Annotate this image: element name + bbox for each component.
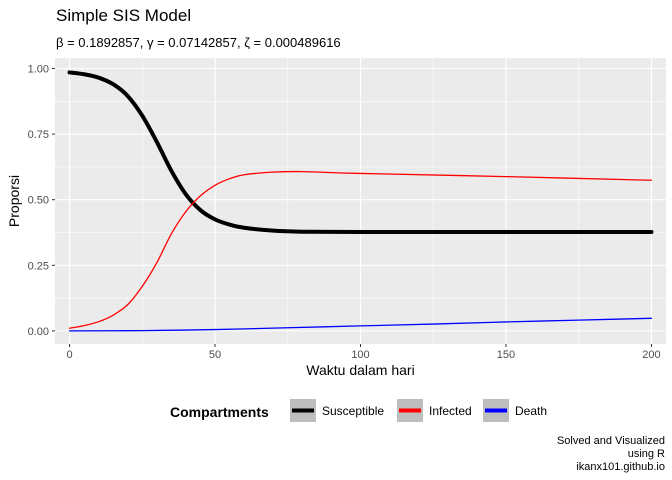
caption-line-1: Solved and Visualized <box>557 435 665 447</box>
legend-item-infected: Infected <box>397 399 472 422</box>
caption-line-3: ikanx101.github.io <box>576 461 665 473</box>
x-tick-label: 100 <box>351 349 369 361</box>
y-axis-title: Proporsi <box>6 175 22 227</box>
x-tick-label: 200 <box>642 349 660 361</box>
chart-title: Simple SIS Model <box>56 6 191 25</box>
y-tick-label: 1.00 <box>28 63 49 75</box>
y-tick-label: 0.00 <box>28 326 49 338</box>
series-lines <box>67 70 654 332</box>
y-tick-label: 0.25 <box>28 260 49 272</box>
x-axis-title: Waktu dalam hari <box>306 362 414 378</box>
series-line-susceptible <box>67 70 654 234</box>
legend-item-susceptible: Susceptible <box>290 399 384 422</box>
legend-label-death: Death <box>515 404 547 418</box>
caption-line-2: using R <box>628 448 665 460</box>
legend-label-infected: Infected <box>429 404 472 418</box>
x-axis-ticks: 0 50 100 150 200 <box>66 344 661 361</box>
x-tick-label: 50 <box>209 349 221 361</box>
y-tick-label: 0.50 <box>28 195 49 207</box>
caption: Solved and Visualized using R ikanx101.g… <box>557 435 665 473</box>
legend-item-death: Death <box>483 399 547 422</box>
legend: Compartments Susceptible Infected Death <box>170 399 547 422</box>
major-gridlines <box>55 58 666 344</box>
chart-subtitle: β = 0.1892857, γ = 0.07142857, ζ = 0.000… <box>56 35 341 50</box>
series-line-infected <box>68 170 653 329</box>
legend-title: Compartments <box>170 404 269 420</box>
series-line-death <box>68 317 653 332</box>
x-tick-label: 0 <box>66 349 72 361</box>
x-tick-label: 150 <box>497 349 515 361</box>
legend-label-susceptible: Susceptible <box>322 404 384 418</box>
y-axis-ticks: 0.00 0.25 0.50 0.75 1.00 <box>28 63 55 338</box>
y-tick-label: 0.75 <box>28 129 49 141</box>
